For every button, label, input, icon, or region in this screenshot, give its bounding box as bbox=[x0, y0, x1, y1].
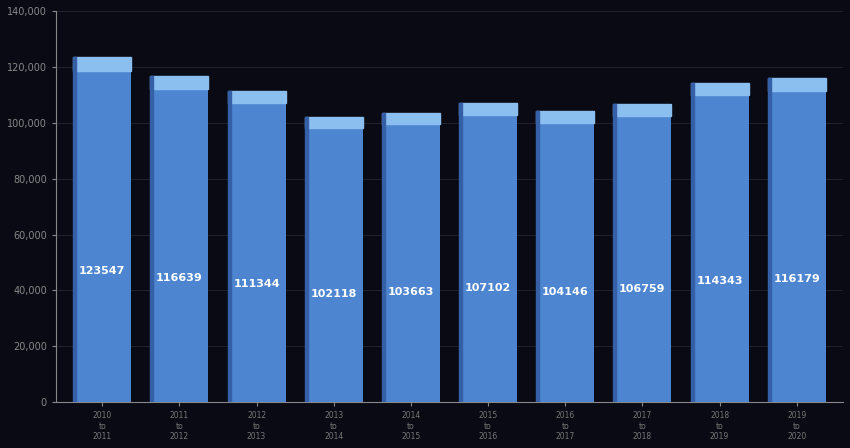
Text: 103663: 103663 bbox=[388, 287, 434, 297]
Bar bbox=[536, 111, 539, 402]
Bar bbox=[459, 103, 517, 402]
Bar bbox=[691, 82, 749, 95]
Bar bbox=[228, 91, 286, 402]
Bar bbox=[73, 57, 131, 402]
Bar bbox=[614, 104, 672, 402]
Bar bbox=[228, 91, 286, 103]
Bar bbox=[73, 57, 131, 71]
Bar bbox=[382, 112, 439, 402]
Bar bbox=[459, 103, 462, 402]
Bar bbox=[536, 111, 594, 123]
Text: 116179: 116179 bbox=[774, 274, 820, 284]
Bar bbox=[768, 78, 825, 402]
Text: 123547: 123547 bbox=[79, 266, 126, 276]
Bar bbox=[150, 76, 208, 89]
Bar bbox=[382, 112, 439, 124]
Bar bbox=[691, 82, 749, 402]
Text: 111344: 111344 bbox=[233, 279, 280, 289]
Bar bbox=[536, 111, 594, 402]
Text: 104146: 104146 bbox=[542, 287, 589, 297]
Bar bbox=[150, 76, 153, 402]
Bar bbox=[305, 117, 363, 128]
Bar bbox=[73, 57, 76, 402]
Bar bbox=[768, 78, 825, 90]
Bar bbox=[614, 104, 672, 116]
Bar bbox=[614, 104, 616, 402]
Bar bbox=[305, 117, 308, 402]
Text: 102118: 102118 bbox=[310, 289, 357, 299]
Bar bbox=[691, 82, 694, 402]
Bar bbox=[228, 91, 230, 402]
Bar bbox=[459, 103, 517, 115]
Text: 116639: 116639 bbox=[156, 273, 203, 283]
Bar bbox=[150, 76, 208, 402]
Text: 106759: 106759 bbox=[619, 284, 666, 294]
Bar bbox=[768, 78, 771, 402]
Bar bbox=[305, 117, 363, 402]
Bar bbox=[382, 112, 385, 402]
Text: 107102: 107102 bbox=[465, 284, 511, 293]
Text: 114343: 114343 bbox=[696, 276, 743, 286]
